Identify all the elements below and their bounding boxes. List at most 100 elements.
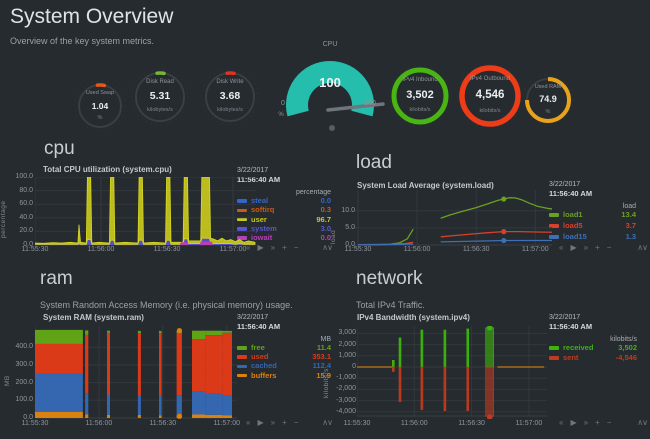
cpu-legend-item-softirq[interactable]: softirq 0.3 [237, 205, 331, 214]
pan-backward-icon[interactable]: « [559, 243, 564, 252]
load15-swatch [549, 235, 559, 239]
pan-forward-icon[interactable]: » [583, 418, 589, 427]
load5-label: load5 [563, 221, 583, 230]
cpu-y-tick: 80.0 [19, 186, 33, 194]
cached-value: 112.4 [312, 361, 331, 371]
legend-load: 3/22/2017 11:56:40 AM load load1 13.4 load5 3.… [549, 181, 636, 243]
ipv4-inbound-gauge-units: kilobits/s [409, 106, 431, 113]
used-swatch [237, 355, 247, 359]
load15-value: 1.3 [625, 232, 636, 241]
network-x-tick: 11:57:00 [515, 420, 543, 427]
resize-icon[interactable]: ∧∨ [322, 243, 333, 252]
load-y-tick: 10.0 [341, 206, 355, 214]
cpu-y-tick: 20.0 [19, 227, 33, 235]
ipv4-outbound-gauge-units: kilobits/s [479, 107, 501, 114]
page-subtitle: Overview of the key system metrics. [10, 36, 155, 46]
load5-value: 3.7 [625, 221, 636, 230]
disk-read-gauge[interactable] [126, 63, 194, 131]
ram-legend-item-cached[interactable]: cached 112.4 [237, 361, 331, 370]
ipv4-inbound-gauge[interactable] [384, 60, 456, 132]
disk-read-gauge-label: Disk Read [146, 79, 174, 86]
cpu-x-tick: 11:57:00 [219, 246, 247, 253]
steal-value: 0.0 [320, 196, 331, 205]
iowait-value: 0.0 [320, 233, 331, 243]
network-y-tick: 0 [352, 363, 356, 370]
softirq-swatch [237, 208, 247, 213]
legend-cpu: 3/22/2017 11:56:40 AM percentage steal 0.0 so… [237, 167, 331, 242]
ipv4-outbound-gauge[interactable] [452, 58, 528, 134]
user-label: user [251, 214, 267, 224]
chart-title-network: IPv4 Bandwidth (system.ipv4) [357, 313, 470, 322]
zoom-in-icon[interactable]: + [595, 418, 600, 427]
cpu-legend-item-system[interactable]: system 3.0 [237, 224, 331, 233]
section-heading-ram: ram [40, 268, 73, 289]
pan-backward-icon[interactable]: « [246, 243, 251, 252]
load15-label: load15 [563, 232, 587, 241]
cpu-chart-canvas[interactable] [35, 177, 256, 247]
network-y-tick: -3,000 [336, 396, 356, 404]
resize-icon[interactable]: ∧∨ [637, 418, 648, 427]
cpu-legend-time: 11:56:40 AM [237, 175, 281, 184]
pan-backward-icon[interactable]: « [559, 418, 564, 427]
legend-ram: 3/22/2017 11:56:40 AM MB free 11.4 used 353.1 c… [237, 314, 331, 380]
used-swap-gauge[interactable] [69, 75, 131, 137]
cpu-legend-units-header: percentage [295, 189, 331, 196]
ram-x-tick: 11:55:30 [21, 420, 49, 427]
cpu-gauge[interactable] [275, 42, 395, 142]
network-y-tick: 3,000 [338, 329, 356, 337]
play-icon[interactable]: ▶ [257, 418, 264, 427]
load-y-tick: 0.0 [345, 241, 355, 248]
cpu-gauge-label: CPU [322, 41, 338, 48]
disk-write-gauge[interactable] [196, 63, 264, 131]
play-icon[interactable]: ▶ [257, 243, 264, 252]
chart-title-load: System Load Average (system.load) [357, 181, 494, 190]
cpu-y-tick: 40.0 [19, 213, 33, 221]
zoom-in-icon[interactable]: + [282, 418, 287, 427]
resize-icon[interactable]: ∧∨ [322, 418, 333, 427]
pan-forward-icon[interactable]: » [270, 243, 276, 252]
user-swatch [237, 217, 247, 222]
network-legend-units-header: kilobits/s [610, 336, 637, 343]
network-legend-item-sent[interactable]: sent -4,546 [549, 353, 637, 363]
play-icon[interactable]: ▶ [570, 243, 577, 252]
legend-network: 3/22/2017 11:56:40 AM kilobits/s received 3,… [549, 314, 637, 363]
load-chart-canvas[interactable] [352, 190, 552, 247]
zoom-out-icon[interactable]: − [606, 243, 612, 252]
ram-x-tick: 11:57:00 [213, 420, 241, 427]
ram-y-tick: 100.0 [15, 396, 33, 404]
page-title: System Overview [10, 5, 174, 28]
cpu-legend-item-steal[interactable]: steal 0.0 [237, 196, 331, 205]
network-y-tick: 1,000 [338, 351, 356, 359]
ram-legend-item-used[interactable]: used 353.1 [237, 352, 331, 361]
ram-legend-item-free[interactable]: free 11.4 [237, 343, 331, 352]
cpu-gauge-max: 100 [364, 100, 376, 107]
load-legend-item-load1[interactable]: load1 13.4 [549, 210, 636, 221]
pan-backward-icon[interactable]: « [246, 418, 251, 427]
network-chart-canvas[interactable] [357, 326, 547, 419]
section-heading-network: network [356, 268, 423, 289]
sent-swatch [549, 356, 559, 360]
zoom-in-icon[interactable]: + [282, 243, 287, 252]
ram-chart-canvas[interactable] [35, 326, 237, 419]
softirq-label: softirq [251, 205, 275, 215]
pan-forward-icon[interactable]: » [270, 418, 276, 427]
used-ram-gauge[interactable] [517, 69, 579, 131]
pan-forward-icon[interactable]: » [583, 243, 589, 252]
cpu-legend-date: 3/22/2017 [237, 167, 269, 174]
cpu-legend-item-iowait[interactable]: iowait 0.0 [237, 233, 331, 242]
cpu-gauge-units: % [278, 112, 284, 118]
disk-write-gauge-label: Disk Write [216, 79, 244, 86]
play-icon[interactable]: ▶ [570, 418, 577, 427]
resize-icon[interactable]: ∧∨ [637, 243, 648, 252]
zoom-out-icon[interactable]: − [606, 418, 612, 427]
cpu-legend-item-user[interactable]: user 96.7 [237, 215, 331, 224]
ram-legend-item-buffers[interactable]: buffers 15.9 [237, 371, 331, 380]
load-legend-item-load15[interactable]: load15 1.3 [549, 232, 636, 243]
network-legend-item-received[interactable]: received 3,502 [549, 343, 637, 353]
zoom-out-icon[interactable]: − [293, 243, 299, 252]
zoom-in-icon[interactable]: + [595, 243, 600, 252]
ram-y-tick: 400.0 [15, 343, 33, 351]
cpu-x-tick: 11:56:30 [153, 246, 181, 253]
load-legend-item-load5[interactable]: load5 3.7 [549, 221, 636, 232]
zoom-out-icon[interactable]: − [293, 418, 299, 427]
